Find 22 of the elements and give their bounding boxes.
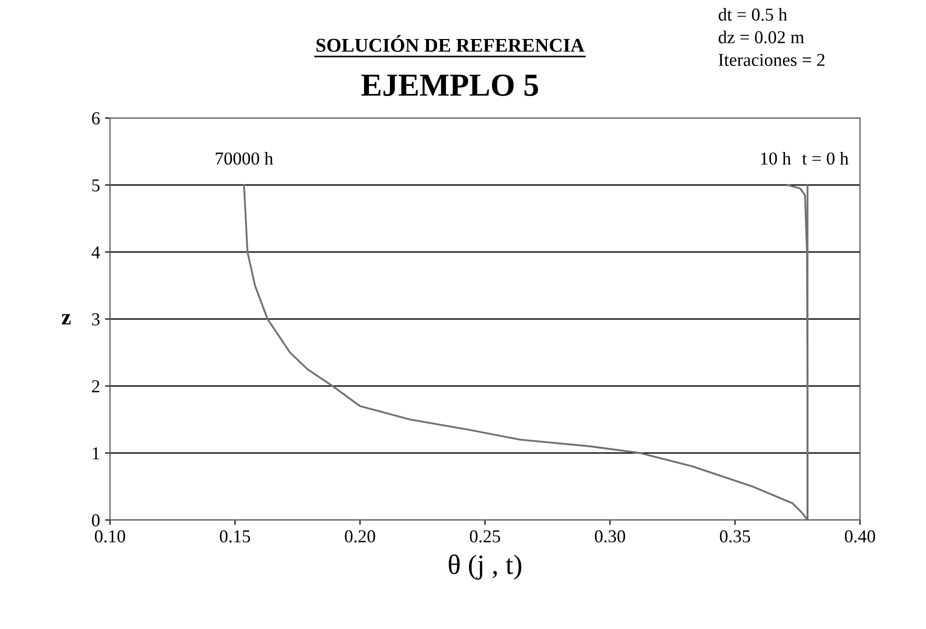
x-tick-label: 0.35 xyxy=(720,530,750,543)
series-label: 70000 h xyxy=(216,152,274,165)
y-tick-label: 0 xyxy=(92,514,100,526)
x-tick-label: 0.15 xyxy=(220,530,250,543)
x-axis-title: θ (j , t) xyxy=(448,554,522,580)
y-tick-label: 2 xyxy=(92,380,100,392)
series-label: 10 h xyxy=(761,152,791,165)
x-tick-label: 0.40 xyxy=(844,530,876,543)
x-tick-label: 0.20 xyxy=(344,530,376,543)
y-tick-label: 1 xyxy=(92,447,100,460)
chart-subtitle: EJEMPLO 5 xyxy=(361,74,538,96)
y-tick-label: 5 xyxy=(92,179,100,192)
y-tick-label: 3 xyxy=(92,313,100,326)
x-tick-label: 0.25 xyxy=(470,530,500,543)
x-tick-label: 0.10 xyxy=(94,530,126,543)
y-axis-title: z xyxy=(62,314,71,324)
text: dt = 0.5 h dz = 0.02 m Iteraciones = 2 xyxy=(718,8,824,66)
series-label: t = 0 h xyxy=(802,152,849,165)
y-tick-label: 4 xyxy=(92,246,100,258)
y-tick-label: 6 xyxy=(92,112,100,124)
chart-title: SOLUCIÓN DE REFERENCIA xyxy=(316,35,584,52)
x-tick-label: 0.30 xyxy=(594,530,626,543)
